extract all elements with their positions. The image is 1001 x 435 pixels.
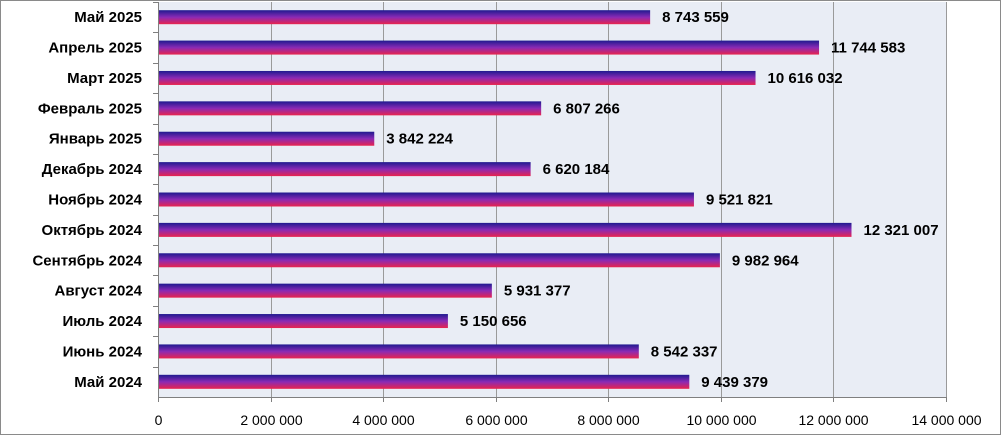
labels: 0 2 000 000 4 000 000 6 000 000 8 000 000 10 … xyxy=(32,9,981,428)
category-label: Февраль 2025 xyxy=(38,100,142,117)
x-tick-label: 14 000 000 xyxy=(911,412,981,428)
x-tick-label: 8 000 000 xyxy=(577,412,639,428)
bar xyxy=(158,101,542,116)
data-label: 9 439 379 xyxy=(701,374,768,391)
category-label: Октябрь 2024 xyxy=(42,222,143,239)
axes xyxy=(153,2,947,402)
category-label: Сентябрь 2024 xyxy=(32,252,142,269)
category-label: Январь 2025 xyxy=(49,131,142,148)
data-label: 6 807 266 xyxy=(553,100,620,117)
data-label: 9 521 821 xyxy=(706,192,773,209)
bar xyxy=(158,40,820,55)
data-label: 12 321 007 xyxy=(863,222,938,239)
x-tick-label: 4 000 000 xyxy=(352,412,414,428)
bar xyxy=(158,344,639,359)
category-label: Декабрь 2024 xyxy=(42,161,143,178)
data-label: 5 931 377 xyxy=(504,283,571,300)
category-label: Май 2025 xyxy=(74,9,142,26)
category-label: Ноябрь 2024 xyxy=(48,192,142,209)
data-label: 11 744 583 xyxy=(831,40,905,57)
data-label: 8 743 559 xyxy=(662,9,729,26)
data-label: 3 842 224 xyxy=(386,131,453,148)
bars xyxy=(158,10,852,389)
category-label: Май 2024 xyxy=(74,374,142,391)
category-label: Август 2024 xyxy=(55,283,143,300)
data-label: 9 982 964 xyxy=(732,252,799,269)
bar xyxy=(158,283,492,298)
bar xyxy=(158,162,531,177)
data-label: 5 150 656 xyxy=(460,313,527,330)
bar xyxy=(158,314,448,329)
category-label: Апрель 2025 xyxy=(48,40,142,57)
x-tick-label: 2 000 000 xyxy=(240,412,302,428)
bar xyxy=(158,10,651,25)
bar xyxy=(158,374,690,389)
bar xyxy=(158,192,694,207)
data-label: 6 620 184 xyxy=(543,161,610,178)
bar xyxy=(158,222,852,237)
x-tick-label: 10 000 000 xyxy=(686,412,756,428)
data-label: 8 542 337 xyxy=(651,343,718,360)
x-tick-label: 12 000 000 xyxy=(798,412,868,428)
x-tick-label: 0 xyxy=(155,412,163,428)
category-label: Июль 2024 xyxy=(62,313,142,330)
category-label: Март 2025 xyxy=(67,70,142,87)
bar xyxy=(158,70,756,85)
bar xyxy=(158,253,720,268)
x-tick-label: 6 000 000 xyxy=(465,412,527,428)
category-label: Июнь 2024 xyxy=(63,343,143,360)
data-label: 10 616 032 xyxy=(768,70,843,87)
bar xyxy=(158,131,375,146)
